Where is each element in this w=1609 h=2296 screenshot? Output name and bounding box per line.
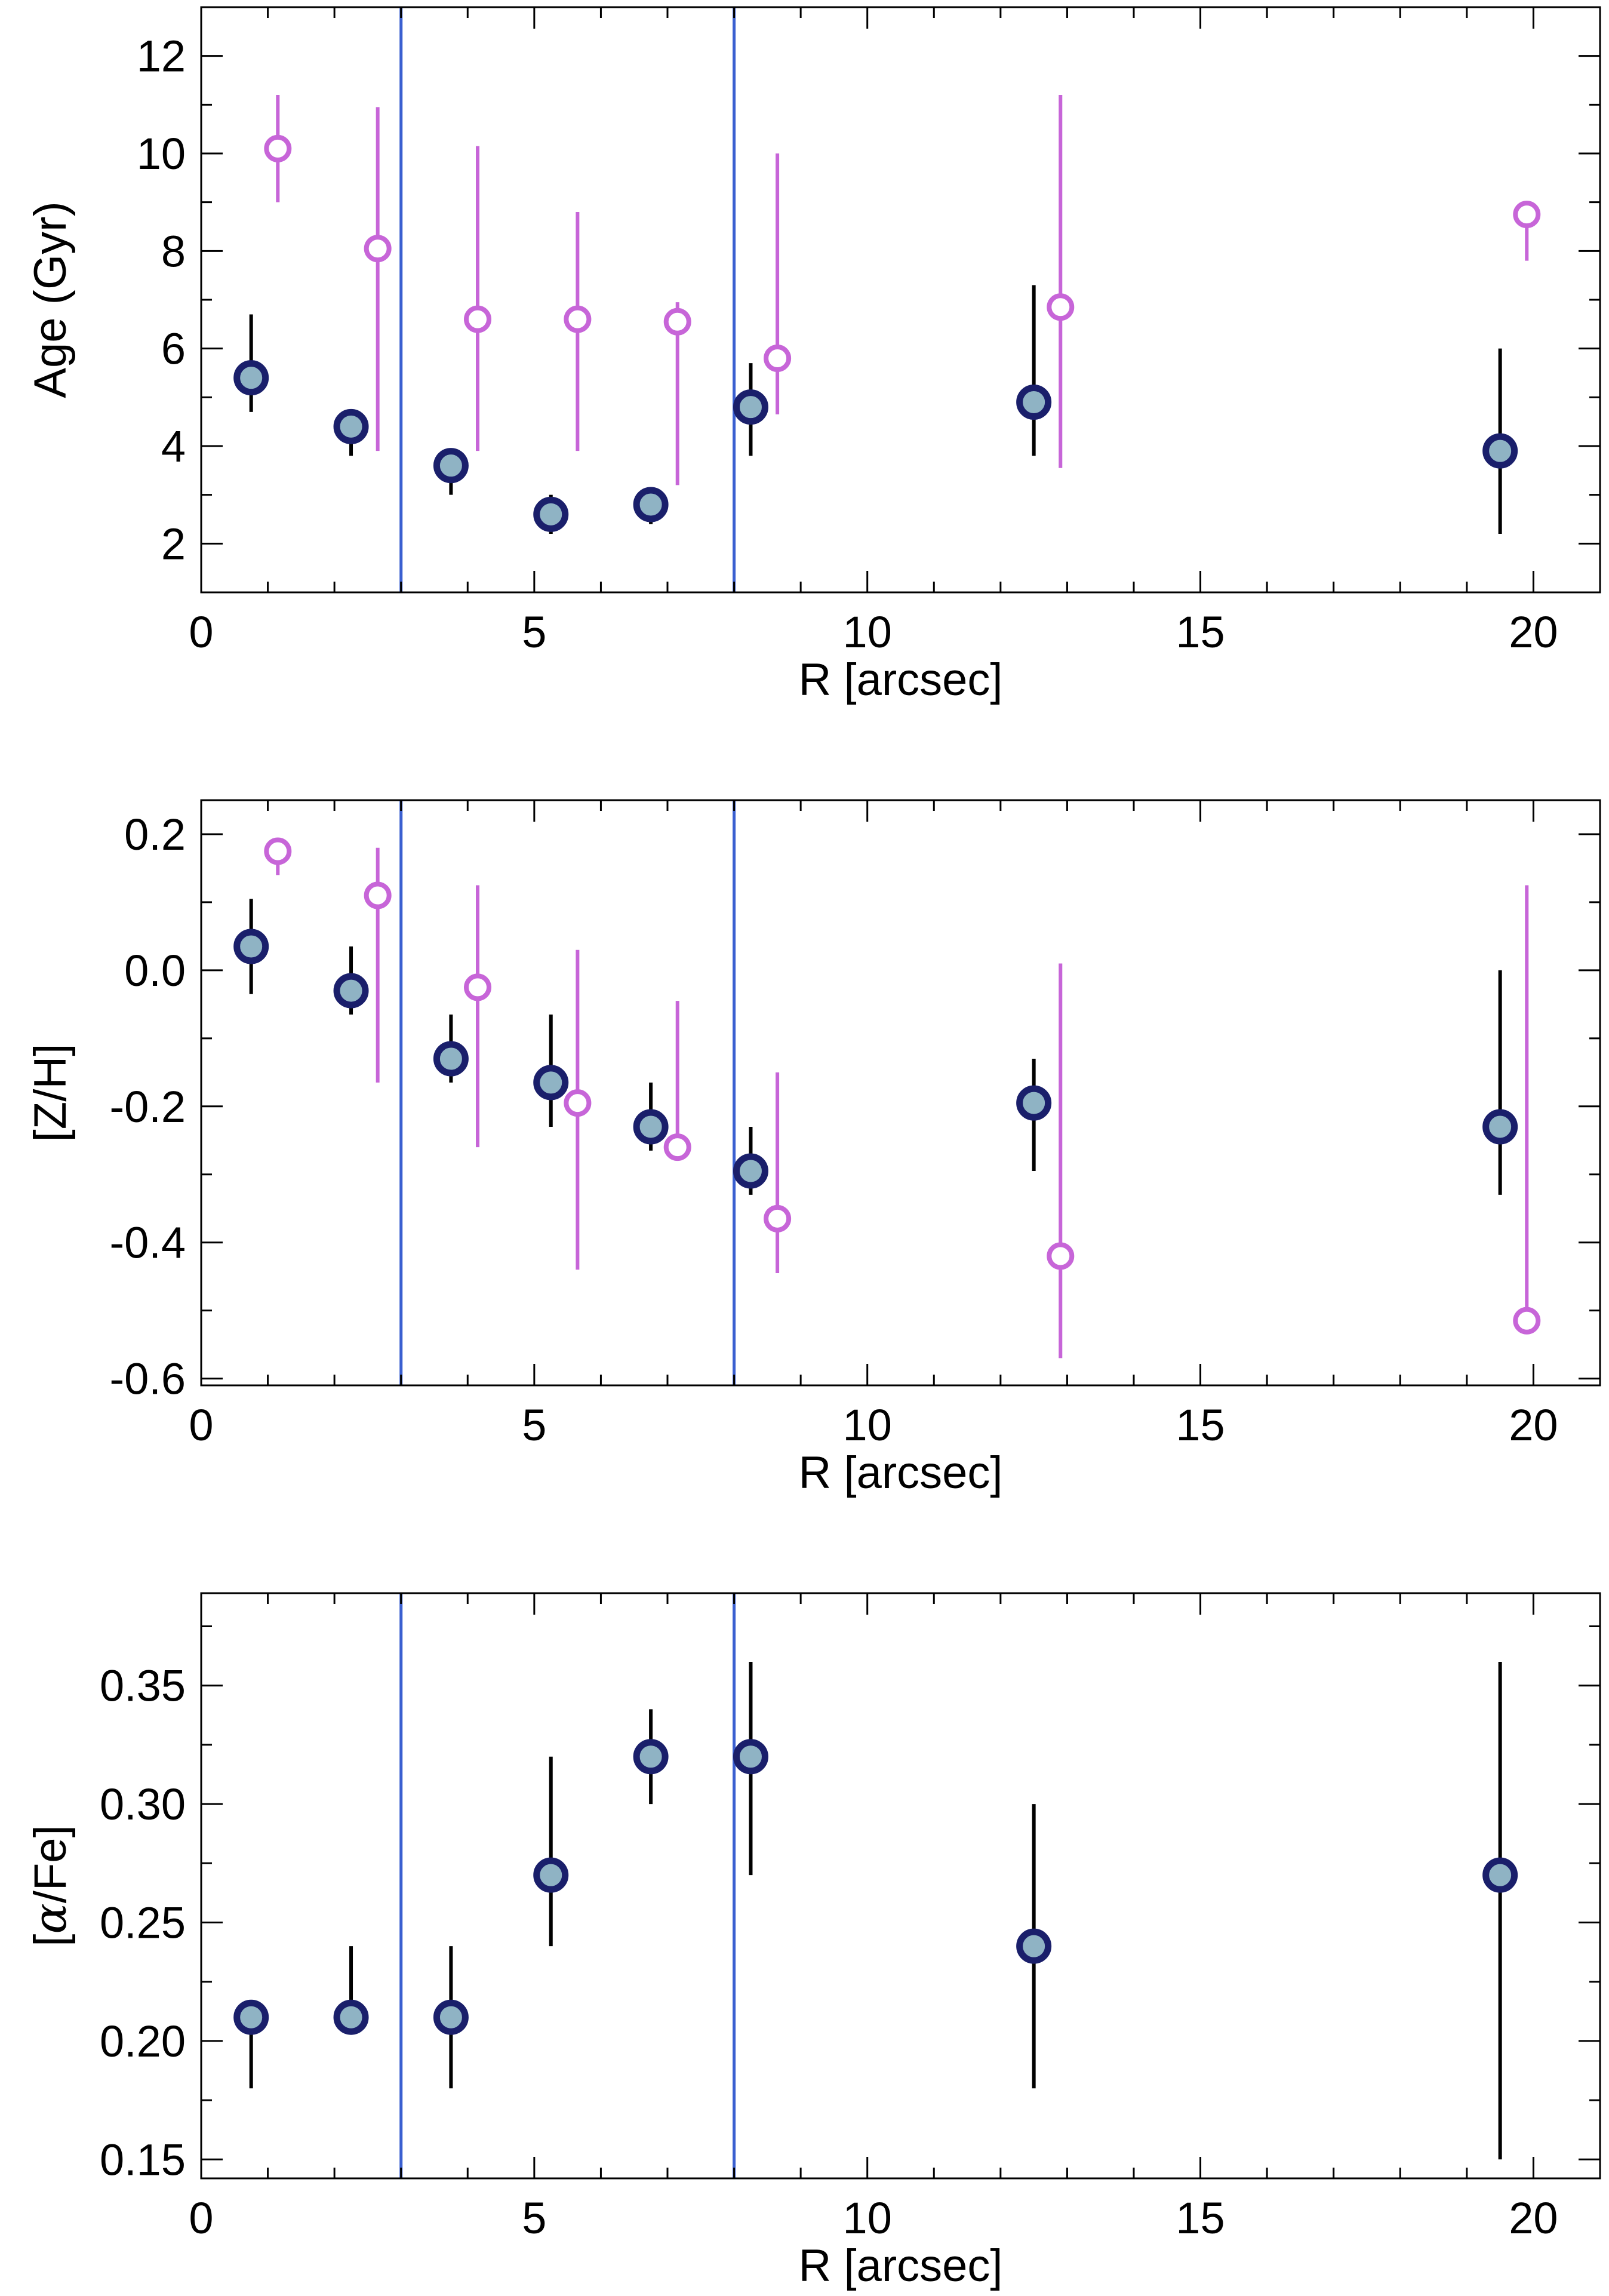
y-tick-label: 12 (137, 32, 186, 81)
panel-metallicity: 0 5 10 15 20 -0.6 -0.4 -0.2 0.0 0.2 R [arcsec] [Z/H… (25, 799, 1601, 1498)
x-tick-label: 10 (843, 1400, 892, 1450)
filled-circle-point (433, 1999, 469, 2035)
filled-circle-point (733, 1153, 768, 1189)
x-axis-title: R [arcsec] (798, 654, 1002, 705)
open-circle-point (1047, 293, 1075, 321)
x-tick-label: 10 (843, 607, 892, 657)
y-tick-label: 0.25 (100, 1898, 186, 1947)
y-tick-label: 0.2 (124, 810, 186, 859)
y-tick-label: 10 (137, 129, 186, 179)
plot-frame (200, 1592, 1601, 2180)
filled-circle-point (633, 1739, 669, 1775)
filled-circle-point (333, 408, 369, 444)
y-tick-label: -0.4 (109, 1218, 186, 1268)
y-axis-title: Age (Gyr) (25, 201, 76, 398)
y-tick-label: 4 (161, 422, 186, 471)
filled-circle-point (533, 1065, 569, 1101)
y-axis-title-symbol: α (23, 1903, 76, 1934)
x-tick-label: 5 (522, 1400, 546, 1450)
open-circle-point (1513, 201, 1541, 229)
filled-circle-point (1482, 433, 1518, 469)
filled-circle-point (633, 1109, 669, 1145)
x-tick-label: 15 (1176, 607, 1225, 657)
x-tick-label: 0 (189, 607, 213, 657)
x-tick-label: 5 (522, 2193, 546, 2243)
open-circle-point (564, 305, 592, 333)
x-tick-label: 15 (1176, 1400, 1225, 1450)
filled-circle-point (533, 1857, 569, 1893)
x-tick-label: 20 (1509, 2193, 1558, 2243)
y-axis-title-close: /Fe] (25, 1825, 76, 1903)
filled-circle-point (1482, 1857, 1518, 1893)
filled-circle-point (1016, 1928, 1052, 1964)
y-tick-label: 0.15 (100, 2135, 186, 2184)
y-axis-title: [Z/H] (25, 1044, 76, 1142)
y-tick-label: 0.20 (100, 2017, 186, 2066)
filled-circle-point (333, 1999, 369, 2035)
x-tick-label: 15 (1176, 2193, 1225, 2243)
y-tick-label: 8 (161, 226, 186, 276)
open-circle-point (264, 837, 292, 865)
open-circle-point (663, 308, 691, 336)
open-circle-point (364, 235, 392, 263)
open-circle-point (764, 345, 792, 372)
y-tick-label: 0.30 (100, 1779, 186, 1829)
open-circle-point (364, 881, 392, 909)
open-circle-point (764, 1204, 792, 1232)
filled-circle-point (733, 389, 768, 425)
x-axis-title: R [arcsec] (798, 1447, 1002, 1498)
plot-frame (200, 6, 1601, 594)
y-tick-label: 0.35 (100, 1661, 186, 1711)
y-tick-label: -0.6 (109, 1354, 186, 1404)
y-axis-title: [α/Fe] (23, 1825, 76, 1946)
x-tick-label: 20 (1509, 607, 1558, 657)
panel-age: 0 5 10 15 20 2 4 6 8 10 12 R [arcsec] Age (Gyr) (25, 6, 1601, 705)
filled-circle-point (233, 929, 269, 964)
filled-circle-point (1016, 1085, 1052, 1121)
y-tick-label: 6 (161, 324, 186, 374)
x-tick-label: 5 (522, 607, 546, 657)
open-circle-point (464, 305, 492, 333)
filled-circle-point (1016, 385, 1052, 420)
filled-circle-point (333, 973, 369, 1009)
y-axis-title-open: [ (25, 1934, 76, 1947)
panel-alpha-fe: 0 5 10 15 20 0.15 0.20 0.25 0.30 0.35 R [arcsec] [α… (23, 1592, 1601, 2291)
filled-circle-point (433, 448, 469, 484)
open-circle-point (264, 134, 292, 162)
y-tick-label: 2 (161, 519, 186, 568)
open-circle-point (1047, 1242, 1075, 1270)
open-circle-point (464, 973, 492, 1001)
filled-circle-point (733, 1739, 768, 1775)
y-tick-label: -0.2 (109, 1082, 186, 1132)
x-tick-label: 10 (843, 2193, 892, 2243)
open-circle-point (564, 1089, 592, 1117)
open-circle-point (1513, 1307, 1541, 1335)
filled-circle-point (1482, 1109, 1518, 1145)
x-axis-title: R [arcsec] (798, 2240, 1002, 2291)
y-tick-label: 0.0 (124, 946, 186, 995)
x-tick-label: 0 (189, 1400, 213, 1450)
x-tick-label: 20 (1509, 1400, 1558, 1450)
filled-circle-point (233, 1999, 269, 2035)
x-tick-label: 0 (189, 2193, 213, 2243)
open-circle-point (663, 1133, 691, 1161)
filled-circle-point (633, 487, 669, 522)
filled-circle-point (533, 496, 569, 532)
plot-frame (200, 799, 1601, 1387)
filled-circle-point (233, 360, 269, 396)
filled-circle-point (433, 1041, 469, 1077)
